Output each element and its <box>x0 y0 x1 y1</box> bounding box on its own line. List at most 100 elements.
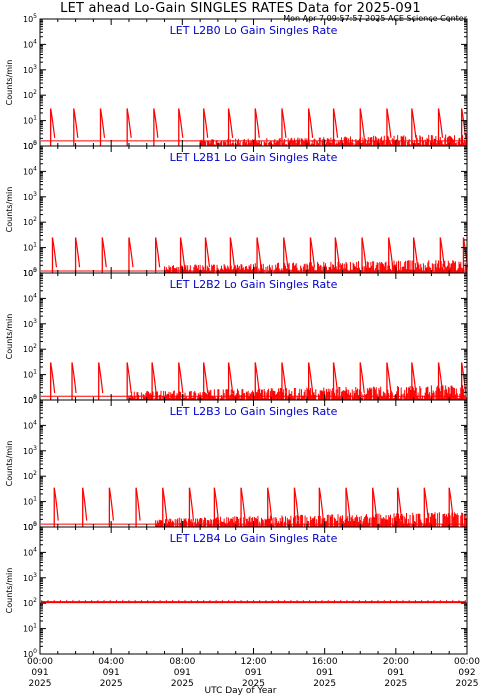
y-tick-label: 100 <box>23 648 37 659</box>
panel-title: LET L2B1 Lo Gain Singles Rate <box>170 151 338 164</box>
spike-decay <box>228 362 234 393</box>
spike-decay <box>101 237 107 268</box>
panel-frame <box>39 145 468 274</box>
spike-decay <box>51 237 58 268</box>
spike-decay <box>332 108 339 138</box>
spike-decay <box>423 487 429 521</box>
y-tick-label: 105 <box>23 521 37 532</box>
x-tick-label: 2025 <box>456 679 479 689</box>
spike-decay <box>126 362 132 393</box>
y-tick-label: 101 <box>23 496 37 507</box>
panel-frame <box>39 18 468 147</box>
spike-decay <box>334 237 340 268</box>
spike-decay <box>53 487 59 521</box>
x-tick-label: 091 <box>103 668 120 678</box>
x-tick-label: 00:00 <box>27 657 53 667</box>
spike-decay <box>228 108 234 138</box>
panel-2: LET L2B2 Lo Gain Singles Rate Counts/min 1… <box>5 267 468 405</box>
spike-decay <box>461 362 467 393</box>
spike-decay <box>71 362 77 393</box>
panel-3: LET L2B3 Lo Gain Singles Rate Counts/min 1… <box>5 394 468 532</box>
panel-1: LET L2B1 Lo Gain Singles Rate Counts/min 1… <box>5 140 469 278</box>
x-tick-label: 091 <box>174 668 191 678</box>
y-axis-label: Counts/min <box>5 187 14 233</box>
x-tick-label: 00:00 <box>454 657 480 667</box>
spike-decay <box>411 362 417 393</box>
chart-title: LET ahead Lo-Gain SINGLES RATES Data for… <box>60 1 421 16</box>
spike-decay <box>188 487 195 521</box>
y-axis-label: Counts/min <box>5 441 14 487</box>
spike-decay <box>293 487 300 521</box>
spike-decay <box>74 237 81 268</box>
spike-decay <box>439 237 445 268</box>
x-tick-label: 16:00 <box>312 657 338 667</box>
spike-decay <box>283 237 289 268</box>
spike-decay <box>267 487 273 521</box>
spike-decay <box>82 487 88 521</box>
x-tick-label: 2025 <box>242 679 265 689</box>
spike-decay <box>213 487 219 521</box>
y-tick-label: 100 <box>23 521 37 532</box>
spike-decay <box>345 487 351 521</box>
spike-decay <box>128 237 134 268</box>
spike-decay <box>153 108 159 138</box>
spike-decay <box>386 108 392 138</box>
y-tick-label: 102 <box>23 89 37 100</box>
spike-decay <box>332 362 339 393</box>
y-tick-label: 101 <box>23 115 37 126</box>
y-tick-label: 100 <box>23 394 37 405</box>
y-tick-label: 105 <box>23 140 37 151</box>
y-tick-label: 100 <box>23 140 37 151</box>
panel-frame <box>39 399 468 528</box>
x-tick-label: 091 <box>31 668 48 678</box>
spike-decay <box>411 108 417 138</box>
spike-decay <box>50 362 56 393</box>
y-tick-label: 102 <box>23 343 37 354</box>
y-tick-label: 103 <box>23 191 37 202</box>
spike-decay <box>204 237 211 268</box>
y-tick-label: 105 <box>23 267 37 278</box>
y-tick-label: 103 <box>23 445 37 456</box>
spike-decay <box>73 108 79 138</box>
spike-decay <box>309 237 316 268</box>
panel-0: LET L2B0 Lo Gain Singles Rate Counts/min 1… <box>5 13 468 151</box>
panel-title: LET L2B4 Lo Gain Singles Rate <box>170 532 338 545</box>
spike-decay <box>240 487 246 521</box>
panel-4: LET L2B4 Lo Gain Singles Rate Counts/min 1… <box>5 521 468 659</box>
x-axis-label: UTC Day of Year <box>204 686 277 696</box>
y-tick-label: 102 <box>23 216 37 227</box>
x-tick-label: 091 <box>316 668 333 678</box>
y-tick-label: 104 <box>23 165 37 176</box>
spike-decay <box>281 362 287 393</box>
spike-decay <box>386 362 392 393</box>
y-axis-label: Counts/min <box>5 568 14 614</box>
x-tick-label: 2025 <box>171 679 194 689</box>
x-tick-label: 2025 <box>29 679 52 689</box>
y-tick-label: 104 <box>23 38 37 49</box>
spike-decay <box>155 237 161 268</box>
spike-decay <box>448 487 454 521</box>
y-tick-label: 102 <box>23 597 37 608</box>
panel-frame <box>39 272 468 401</box>
spike-decay <box>178 108 184 138</box>
spike-decay <box>413 237 419 268</box>
y-tick-label: 100 <box>23 267 37 278</box>
x-tick-label: 08:00 <box>169 657 195 667</box>
spike-decay <box>397 487 403 521</box>
spike-decay <box>461 108 467 138</box>
x-tick-label: 2025 <box>100 679 123 689</box>
x-tick-label: 04:00 <box>98 657 124 667</box>
spike-decay <box>203 362 209 393</box>
y-tick-label: 103 <box>23 318 37 329</box>
panel-title: LET L2B2 Lo Gain Singles Rate <box>170 278 338 291</box>
spike-decay <box>281 108 287 138</box>
spike-decay <box>256 237 262 268</box>
spike-decay <box>99 108 106 138</box>
spike-decay <box>108 487 114 521</box>
spike-decay <box>98 362 104 393</box>
y-tick-label: 105 <box>23 13 37 24</box>
x-tick-label: 12:00 <box>241 657 267 667</box>
spike-decay <box>437 362 444 393</box>
y-axis-label: Counts/min <box>5 314 14 360</box>
